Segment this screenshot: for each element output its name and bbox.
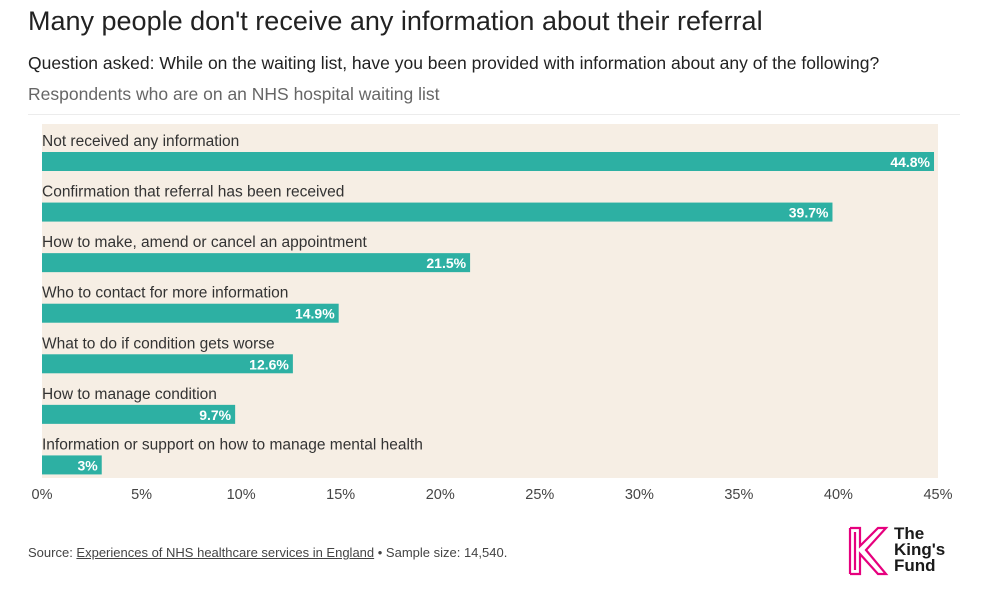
x-tick-label: 10% [227, 487, 256, 503]
kings-fund-logo: The King's Fund [846, 524, 966, 580]
x-tick-label: 30% [625, 487, 654, 503]
data-label: 44.8% [890, 154, 930, 170]
category-label: Who to contact for more information [42, 285, 288, 302]
data-label: 3% [77, 457, 98, 473]
source-link[interactable]: Experiences of NHS healthcare services i… [76, 545, 375, 560]
bar [42, 455, 102, 475]
bar [42, 303, 339, 323]
data-label: 12.6% [249, 356, 289, 372]
data-label: 14.9% [295, 306, 335, 322]
x-tick-label: 45% [923, 487, 952, 503]
bar-chart: Not received any information 44.8% Confirm… [32, 124, 953, 503]
x-tick-label: 15% [326, 487, 355, 503]
x-tick-label: 25% [525, 487, 554, 503]
source-prefix: Source: [28, 545, 77, 560]
logo-wordmark: The King's Fund [894, 524, 946, 575]
category-label: Confirmation that referral has been rece… [42, 184, 344, 201]
x-tick-label: 20% [426, 487, 455, 503]
bar [42, 354, 293, 374]
logo-line-3: Fund [894, 556, 936, 575]
chart-subtitle: Question asked: While on the waiting lis… [28, 53, 880, 73]
category-label: Information or support on how to manage … [42, 436, 423, 453]
kings-fund-k-icon [848, 526, 889, 576]
x-tick-label: 35% [724, 487, 753, 503]
bar [42, 202, 833, 222]
category-label: How to manage condition [42, 386, 217, 403]
data-label: 21.5% [426, 255, 466, 271]
header-divider [28, 114, 960, 115]
chart-subtitle-secondary: Respondents who are on an NHS hospital w… [28, 84, 440, 104]
bar [42, 253, 471, 273]
bar [42, 404, 236, 424]
source-note: Source: Experiences of NHS healthcare se… [28, 545, 507, 560]
chart-title: Many people don't receive any informatio… [28, 6, 763, 36]
logo-line-2: King's [894, 540, 946, 559]
category-label: Not received any information [42, 133, 239, 150]
logo-line-1: The [894, 524, 925, 543]
data-label: 39.7% [789, 205, 829, 221]
x-tick-label: 0% [32, 487, 53, 503]
category-label: What to do if condition gets worse [42, 335, 275, 352]
data-label: 9.7% [199, 407, 231, 423]
category-label: How to make, amend or cancel an appointm… [42, 234, 368, 251]
x-tick-label: 40% [824, 487, 853, 503]
bar [42, 152, 935, 171]
source-suffix: • Sample size: 14,540. [374, 545, 508, 560]
x-tick-label: 5% [131, 487, 152, 503]
